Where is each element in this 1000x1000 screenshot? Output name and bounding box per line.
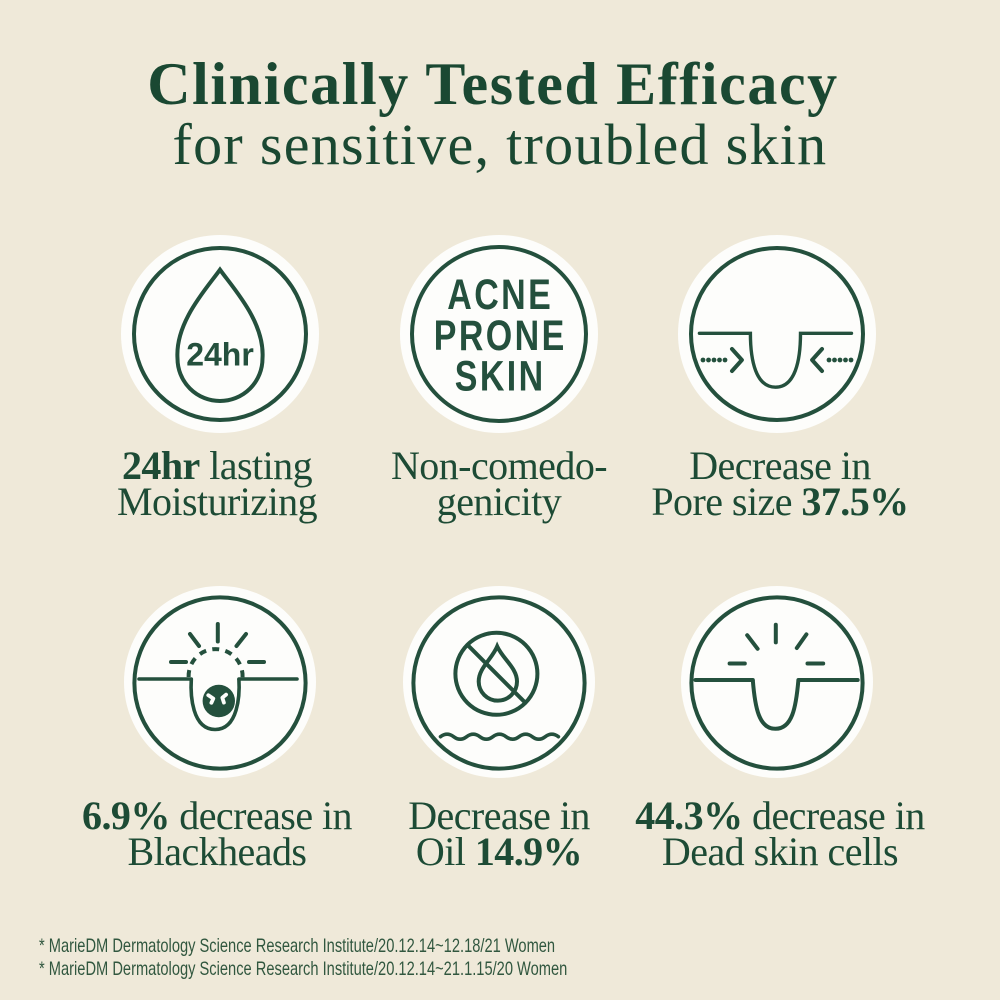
- svg-text:PRONE: PRONE: [434, 312, 567, 359]
- svg-text:SKIN: SKIN: [455, 353, 546, 400]
- svg-text:24hr: 24hr: [186, 337, 254, 373]
- svg-text:ACNE: ACNE: [447, 271, 553, 318]
